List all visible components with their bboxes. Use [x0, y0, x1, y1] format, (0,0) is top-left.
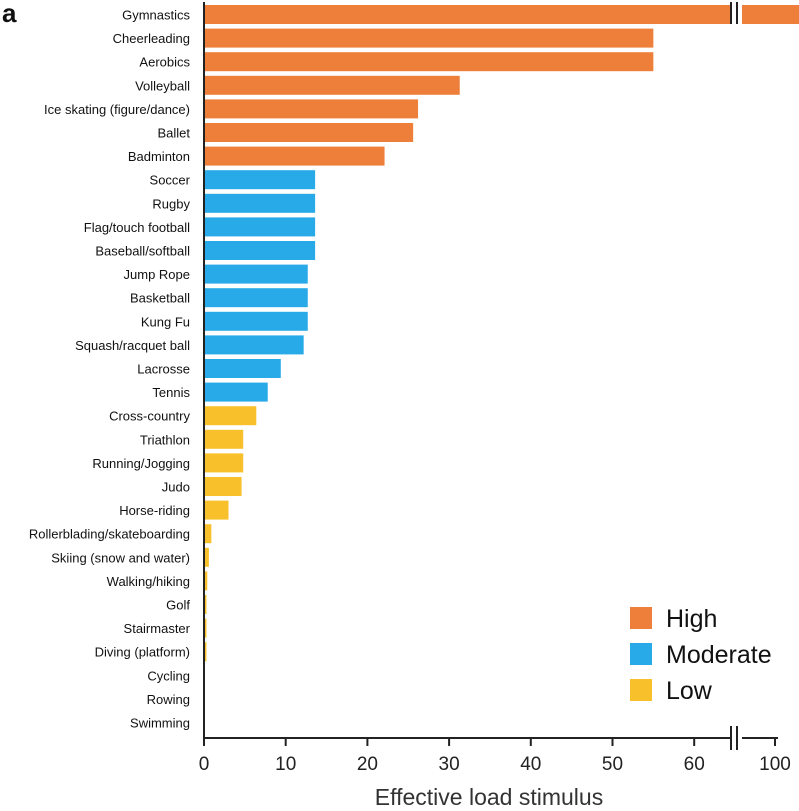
bar-8 — [204, 193, 316, 213]
category-label: Horse-riding — [119, 503, 190, 518]
category-label: Cross-country — [109, 409, 190, 424]
bar-13 — [204, 311, 308, 331]
category-label: Rugby — [152, 196, 190, 211]
break-gap — [736, 726, 742, 750]
bar-12 — [204, 288, 308, 308]
category-label: Running/Jogging — [92, 456, 190, 471]
bar-14 — [204, 335, 304, 355]
category-label: Stairmaster — [124, 621, 191, 636]
x-tick-label: 60 — [684, 754, 705, 775]
bar-18 — [204, 429, 244, 449]
bar-2 — [204, 52, 654, 72]
category-label: Ice skating (figure/dance) — [44, 102, 190, 117]
category-label: Ballet — [157, 126, 190, 141]
bar-20 — [204, 477, 242, 496]
category-label: Judo — [162, 480, 190, 495]
bar-6 — [204, 146, 385, 166]
category-label: Squash/racquet ball — [75, 338, 190, 353]
bar-11 — [204, 264, 308, 284]
category-label: Cheerleading — [113, 31, 190, 46]
legend-swatch — [630, 607, 652, 629]
category-label: Basketball — [130, 291, 190, 306]
bar-4 — [204, 99, 419, 119]
bar-19 — [204, 453, 244, 473]
legend-label: Moderate — [666, 641, 772, 669]
bar-7 — [204, 170, 316, 190]
category-label: Rollerblading/skateboarding — [29, 527, 190, 542]
x-tick-label: 30 — [439, 754, 460, 775]
bar-3 — [204, 75, 460, 95]
category-labels: Gymnastics Cheerleading Aerobics Volleyball… — [29, 8, 191, 731]
category-label: Triathlon — [140, 432, 190, 447]
panel-label: a — [2, 0, 17, 28]
bar-17 — [204, 406, 257, 426]
category-label: Diving (platform) — [95, 645, 190, 660]
x-axis-title: Effective load stimulus — [375, 784, 603, 810]
legend-label: Low — [666, 677, 713, 705]
category-label: Badminton — [128, 149, 190, 164]
bar-0 — [204, 5, 799, 24]
legend-swatch — [630, 679, 652, 701]
bar-27 — [204, 642, 207, 662]
legend: High Moderate Low — [630, 605, 772, 705]
category-label: Flag/touch football — [84, 220, 190, 235]
bar-1 — [204, 28, 654, 48]
break-gap — [731, 2, 737, 24]
x-tick-label: 20 — [357, 754, 378, 775]
bar-22 — [204, 524, 212, 544]
category-label: Lacrosse — [137, 362, 190, 377]
bar-10 — [204, 241, 316, 260]
bar-26 — [204, 618, 207, 638]
bar-25 — [204, 595, 207, 614]
category-label: Cycling — [147, 668, 190, 683]
category-label: Golf — [166, 598, 190, 613]
break-gap — [736, 2, 742, 24]
category-label: Tennis — [152, 385, 190, 400]
x-tick-label: 0 — [199, 754, 210, 775]
category-label: Rowing — [147, 692, 190, 707]
category-label: Baseball/softball — [95, 244, 190, 259]
category-label: Gymnastics — [122, 8, 190, 23]
bars-group — [204, 5, 799, 662]
bar-16 — [204, 382, 268, 402]
axis-break-marks — [730, 2, 742, 750]
bar-15 — [204, 359, 281, 378]
category-label: Skiing (snow and water) — [51, 550, 190, 565]
x-tick-label: 50 — [602, 754, 623, 775]
legend-label: High — [666, 605, 717, 633]
bar-9 — [204, 217, 316, 237]
category-label: Walking/hiking — [107, 574, 190, 589]
break-gap — [731, 726, 737, 750]
category-label: Jump Rope — [124, 267, 190, 282]
bar-24 — [204, 571, 208, 591]
bar-21 — [204, 500, 229, 520]
category-label: Swimming — [130, 716, 190, 731]
x-tick-label: 100 — [759, 754, 791, 775]
x-axis-ticks: 0 10 20 30 40 50 60 100 — [199, 738, 791, 775]
category-label: Kung Fu — [141, 314, 190, 329]
x-tick-label: 40 — [520, 754, 541, 775]
bar-5 — [204, 123, 414, 142]
x-tick-label: 10 — [275, 754, 296, 775]
legend-swatch — [630, 643, 652, 665]
bar-23 — [204, 547, 209, 567]
category-label: Aerobics — [139, 55, 190, 70]
category-label: Volleyball — [135, 78, 190, 93]
category-label: Soccer — [150, 173, 191, 188]
